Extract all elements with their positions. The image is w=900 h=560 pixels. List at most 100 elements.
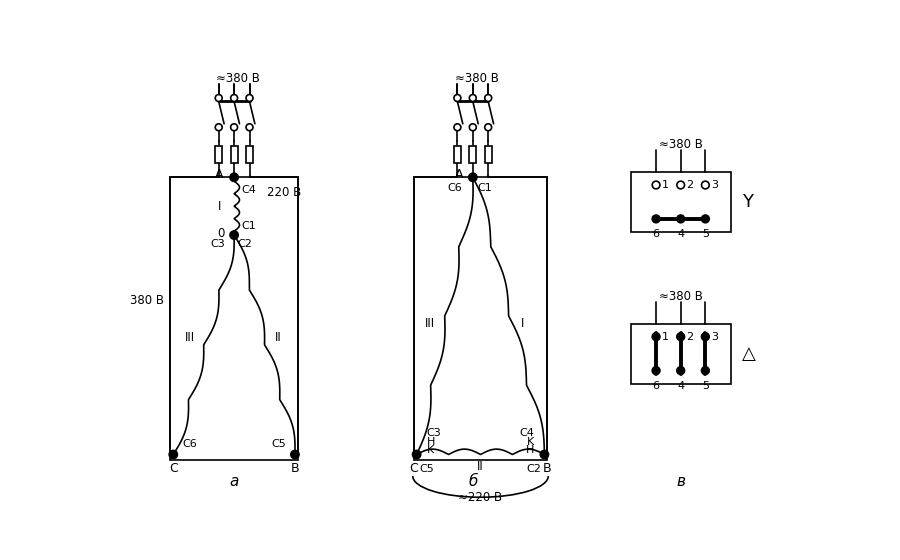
Text: 4: 4 [677,381,684,390]
Circle shape [230,95,238,101]
Bar [469,146,476,162]
Circle shape [652,367,660,375]
Circle shape [169,450,177,459]
Circle shape [702,334,708,339]
Bar [631,324,731,384]
Circle shape [701,181,709,189]
Text: C5: C5 [271,439,285,449]
Text: III: III [184,330,195,344]
Circle shape [215,95,222,101]
Text: B: B [291,462,299,475]
Circle shape [485,95,491,101]
Text: 1: 1 [662,180,669,190]
Circle shape [652,181,660,189]
Text: в: в [676,474,685,489]
Circle shape [653,216,659,222]
Text: I: I [218,200,221,213]
Text: ≈380 В: ≈380 В [454,72,499,85]
Text: 220 В: 220 В [267,186,302,199]
Circle shape [246,95,253,101]
Text: H: H [526,445,535,455]
Text: Y: Y [742,193,753,211]
Circle shape [215,124,222,130]
Text: 6: 6 [652,229,660,239]
Text: ≈380 В: ≈380 В [659,290,703,303]
Text: △: △ [742,344,756,363]
Text: ≈380 В: ≈380 В [659,138,703,151]
Text: C3: C3 [427,428,441,438]
Circle shape [653,368,659,374]
Text: C6: C6 [447,183,462,193]
Text: II: II [275,330,282,344]
Text: ≈380 В: ≈380 В [216,72,260,85]
Circle shape [702,216,708,222]
Circle shape [469,173,477,181]
Text: 2: 2 [686,180,693,190]
Circle shape [230,173,238,181]
Text: C5: C5 [419,464,435,474]
Text: 1: 1 [662,332,669,342]
Text: ≈220 В: ≈220 В [458,491,502,504]
Bar [246,146,253,162]
Text: H: H [427,437,435,447]
Circle shape [246,124,253,130]
Circle shape [677,333,685,340]
Circle shape [678,368,684,374]
Text: C3: C3 [210,239,225,249]
Bar [230,146,238,162]
Circle shape [469,124,476,130]
Text: 0: 0 [218,227,225,240]
Circle shape [454,124,461,130]
Bar [215,146,222,162]
Circle shape [678,334,684,339]
Text: C4: C4 [241,185,256,195]
Text: C2: C2 [526,464,541,474]
Circle shape [540,450,549,459]
Bar [485,146,491,162]
Bar [170,178,298,460]
Text: A: A [215,169,223,181]
Text: K: K [427,445,434,455]
Text: 3: 3 [711,180,717,190]
Text: 2: 2 [686,332,693,342]
Circle shape [485,124,491,130]
Circle shape [469,95,476,101]
Circle shape [677,215,685,223]
Text: 3: 3 [711,332,717,342]
Text: 4: 4 [677,229,684,239]
Circle shape [701,333,709,340]
Circle shape [454,95,461,101]
Text: а: а [230,474,238,489]
Text: III: III [426,317,436,330]
Text: б: б [468,474,478,489]
Text: 5: 5 [702,229,709,239]
Text: C2: C2 [238,239,252,249]
Text: 6: 6 [652,381,660,390]
Text: C1: C1 [241,221,256,231]
Circle shape [701,215,709,223]
Text: C: C [410,462,418,475]
Text: I: I [520,317,524,330]
Circle shape [412,450,421,459]
Circle shape [291,450,299,459]
Text: C6: C6 [183,439,197,449]
Text: II: II [477,460,484,473]
Circle shape [677,367,685,375]
Text: 380 В: 380 В [130,294,164,307]
Circle shape [652,333,660,340]
Text: B: B [544,462,552,475]
Circle shape [702,368,708,374]
Text: C: C [169,462,177,475]
Circle shape [230,124,238,130]
Circle shape [701,367,709,375]
Circle shape [678,216,684,222]
Text: A: A [455,169,464,181]
Text: 5: 5 [702,381,709,390]
Circle shape [230,231,238,239]
Circle shape [653,334,659,339]
Bar [413,178,547,460]
Circle shape [652,215,660,223]
Bar [631,172,731,232]
Text: C1: C1 [477,183,492,193]
Circle shape [677,181,685,189]
